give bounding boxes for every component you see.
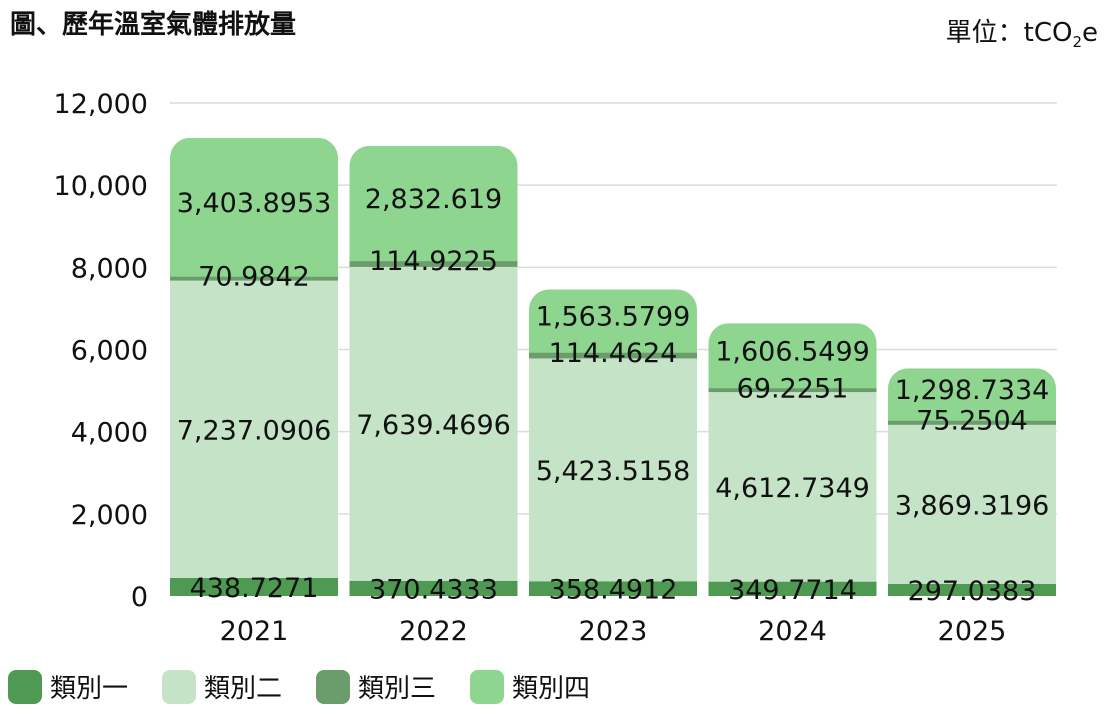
bar-segment-2022-s2 [349, 266, 518, 581]
unit-prefix: 單位：tCO [945, 18, 1073, 48]
legend-swatch-cat1 [8, 669, 42, 704]
data-label-2025-s1: 297.0383 [908, 576, 1037, 607]
bar-group-2025 [888, 368, 1056, 596]
bar-group-2021 [170, 137, 338, 596]
data-label-2024-s1: 349.7714 [728, 575, 857, 606]
bar-segment-min-2022-s3 [349, 261, 518, 265]
bar-segment-2022-s3 [349, 262, 518, 267]
x-tick-label: 2023 [579, 616, 648, 647]
legend-item-cat4: 類別四 [470, 668, 590, 705]
bar-segment-2023-s2 [529, 358, 697, 582]
legend-label-cat3: 類別三 [358, 674, 437, 704]
data-label-2023-s3: 114.4624 [549, 338, 678, 369]
legend-swatch-cat2 [162, 669, 197, 704]
legend-label-cat2: 類別二 [204, 674, 283, 704]
unit-label: 單位：tCO2e [946, 12, 1098, 51]
bar-group-2022 [349, 145, 518, 596]
data-label-2022-s4: 2,832.619 [365, 184, 502, 215]
chart-title: 圖、歷年溫室氣體排放量 [10, 10, 297, 40]
data-label-2025-s4: 1,298.7334 [895, 375, 1050, 406]
data-label-2022-s1: 370.4333 [369, 574, 498, 605]
x-tick-label: 2024 [758, 616, 827, 647]
bar-segment-2024-s1 [708, 581, 877, 596]
y-tick-label: 2,000 [71, 500, 148, 531]
bar-segment-2023-s3 [529, 353, 697, 359]
stacked-bar-chart: 0 2,000 4,000 6,000 8,000 10,000 12,000 438.727… [54, 89, 1057, 647]
bar-segment-2022-s4 [349, 145, 518, 263]
bar-segment-2024-s2 [708, 392, 877, 582]
legend-swatch-cat3 [316, 669, 351, 704]
data-label-2024-s3: 69.2251 [737, 373, 849, 404]
bar-segment-2025-s4 [888, 368, 1056, 422]
data-label-2022-s2: 7,639.4696 [356, 410, 511, 441]
bar-segment-2021-s1 [170, 577, 338, 596]
bar-segment-2022-s1 [349, 580, 518, 596]
y-tick-label: 10,000 [54, 171, 148, 202]
legend-swatch-cat4 [470, 669, 505, 704]
data-label-2024-s4: 1,606.5499 [715, 336, 870, 367]
bar-segment-2021-s4 [170, 137, 338, 278]
data-label-2021-s1: 438.7271 [190, 573, 319, 604]
y-tick-label: 6,000 [71, 336, 148, 367]
bar-segment-2021-s2 [170, 280, 338, 578]
data-label-2022-s3: 114.9225 [369, 246, 498, 277]
x-tick-label: 2022 [399, 616, 468, 647]
y-tick-label: 8,000 [71, 253, 148, 284]
bar-segment-min-2023-s3 [529, 352, 697, 356]
y-tick-label: 12,000 [54, 89, 148, 120]
bar-segment-min-2025-s3 [888, 420, 1056, 424]
bar-segment-2023-s1 [529, 581, 697, 596]
legend-item-cat1: 類別一 [8, 668, 128, 705]
legend: 類別一 類別二 類別三 類別四 [8, 668, 624, 705]
data-label-2023-s1: 358.4912 [549, 575, 678, 606]
data-label-2021-s4: 3,403.8953 [177, 188, 332, 219]
unit-suffix: e [1082, 18, 1098, 48]
legend-label-cat4: 類別四 [512, 674, 591, 704]
data-label-2025-s3: 75.2504 [916, 406, 1028, 437]
bar-group-2023 [529, 289, 697, 596]
bar-segment-2024-s4 [708, 323, 877, 390]
x-tick-label: 2021 [220, 616, 289, 647]
legend-item-cat2: 類別二 [162, 668, 282, 705]
bar-segment-2025-s2 [888, 424, 1056, 584]
x-tick-label: 2025 [938, 616, 1007, 647]
bar-segment-min-2021-s3 [170, 276, 338, 280]
bar-segment-2023-s4 [529, 289, 697, 354]
data-label-2023-s2: 5,423.5158 [536, 456, 691, 487]
bar-segment-2025-s1 [888, 583, 1056, 596]
y-tick-label: 4,000 [71, 418, 148, 449]
data-label-2023-s4: 1,563.5799 [536, 302, 691, 333]
y-tick-label: 0 [131, 582, 148, 613]
bar-segment-min-2024-s3 [708, 388, 877, 392]
legend-label-cat1: 類別一 [50, 674, 129, 704]
data-label-2021-s3: 70.9842 [198, 262, 310, 293]
bar-group-2024 [708, 323, 877, 596]
data-label-2025-s2: 3,869.3196 [895, 490, 1050, 521]
legend-item-cat3: 類別三 [316, 668, 436, 705]
data-label-2021-s2: 7,237.0906 [177, 415, 332, 446]
data-label-2024-s2: 4,612.7349 [715, 473, 870, 504]
unit-subscript: 2 [1072, 33, 1082, 52]
